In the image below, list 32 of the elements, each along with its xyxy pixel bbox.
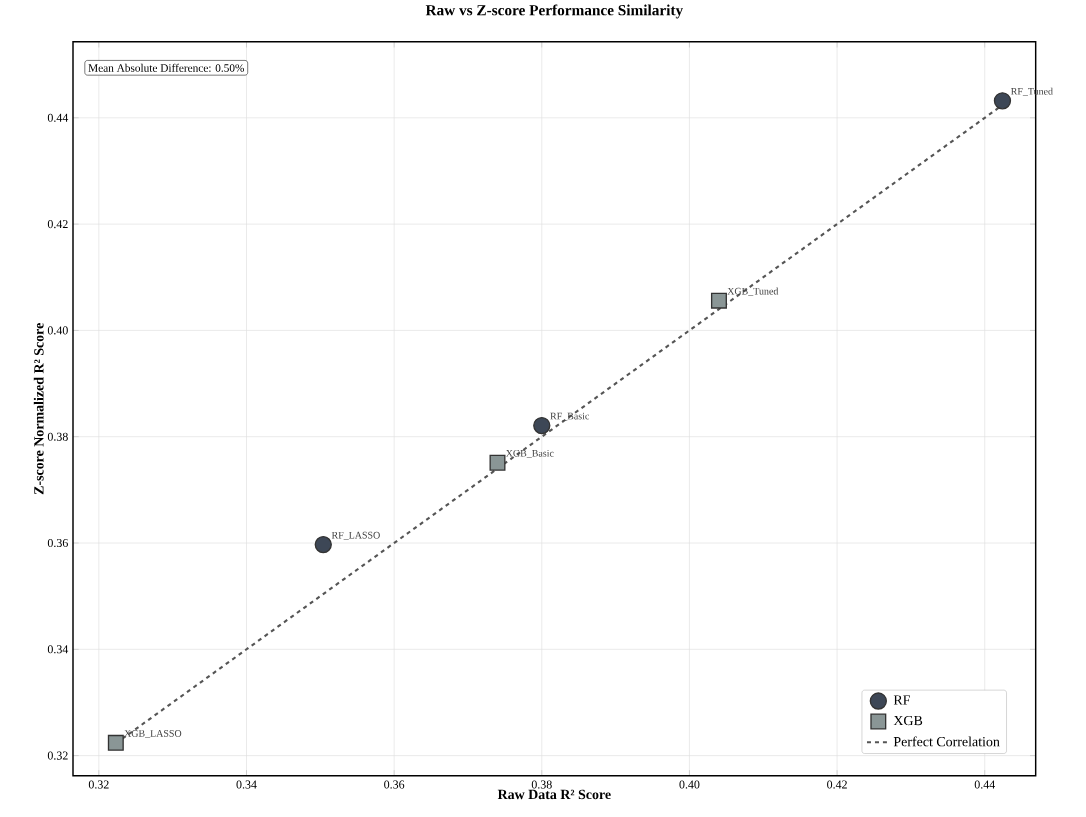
annotation: RF_Basic [550,412,590,421]
legend-label: Perfect Correlation [893,736,1000,747]
x-tick-label: 0.34 [236,780,257,789]
x-tick-label: 0.42 [827,780,847,789]
annotation: XGB_Tuned [727,287,779,296]
x-tick-label: 0.38 [531,780,552,789]
chart-title: Raw vs Z-score Performance Similarity [425,4,683,19]
legend-label: RF [893,695,910,705]
y-tick-label: 0.34 [47,645,69,654]
point [533,416,551,435]
annotation: XGB_LASSO [124,730,182,739]
y-tick-label: 0.44 [47,113,69,122]
annotation: Mean Absolute Difference: 0.50% [88,63,244,72]
annotation: XGB_Basic [505,450,554,458]
annotation: RF_LASSO [331,531,380,540]
y-tick-label: 0.42 [47,220,68,229]
point [710,292,727,309]
point [489,454,506,471]
y-tick-label: 0.40 [47,326,68,335]
point [314,536,332,554]
point [993,92,1012,110]
point [107,734,124,751]
y-axis-title: Z-score Normalized R² Score [33,323,44,495]
y-tick-label: 0.36 [47,539,68,548]
x-tick-label: 0.36 [384,780,405,789]
y-tick-label: 0.38 [47,432,68,441]
x-tick-label: 0.32 [88,780,109,789]
legend-label: XGB [893,715,923,726]
x-tick-label: 0.44 [974,780,996,789]
x-axis-title: Raw Data R² Score [497,789,611,800]
y-tick-label: 0.32 [47,751,68,760]
x-tick-label: 0.40 [679,780,700,789]
